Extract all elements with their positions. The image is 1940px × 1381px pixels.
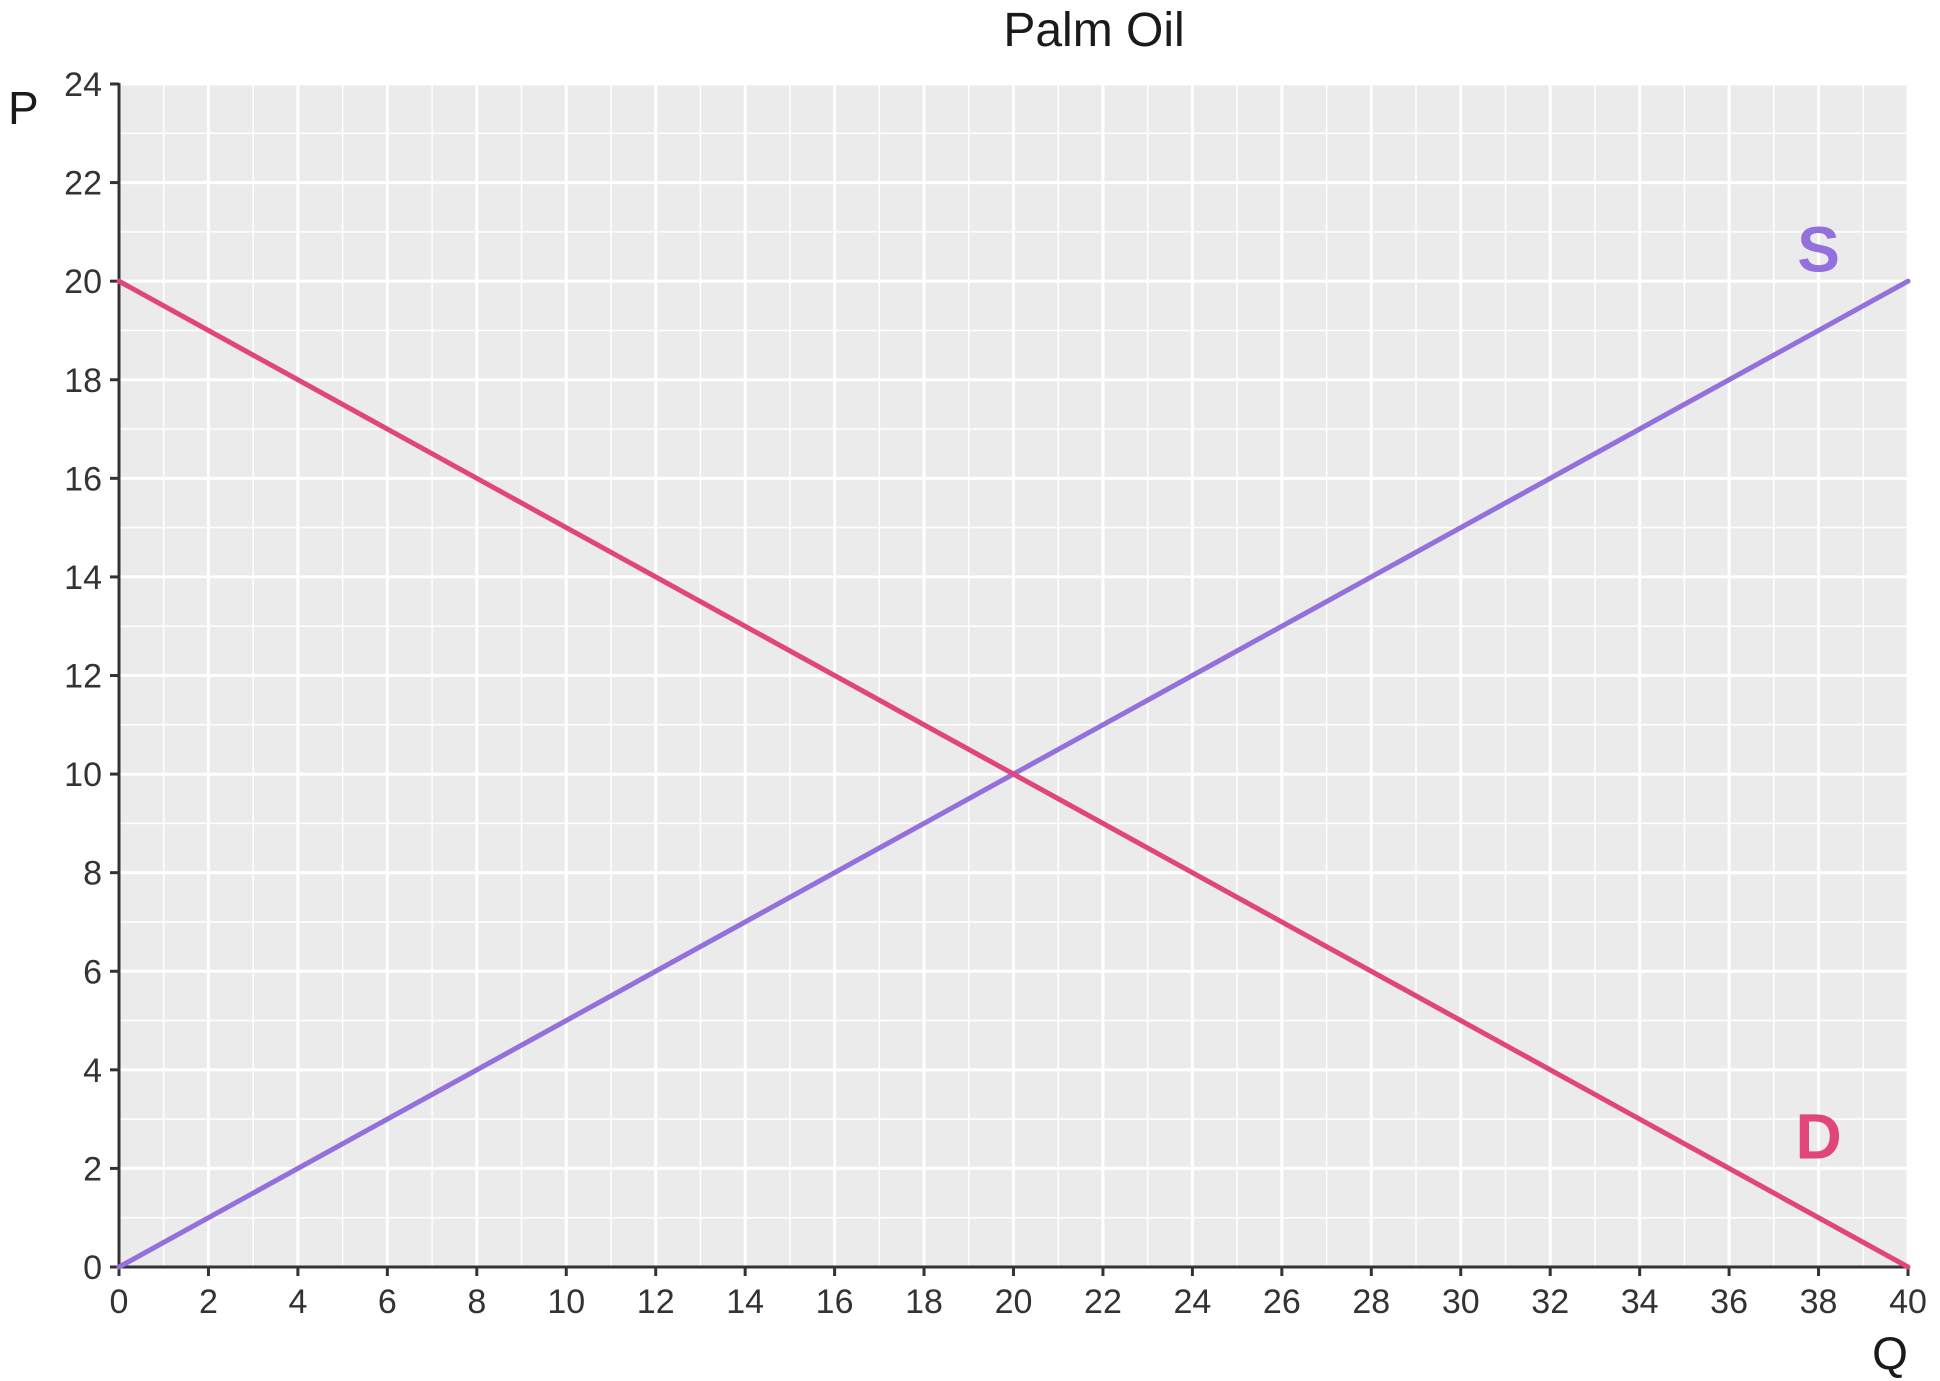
y-tick-label: 6 xyxy=(83,953,102,991)
x-tick-label: 28 xyxy=(1352,1283,1390,1321)
x-tick-label: 40 xyxy=(1889,1283,1927,1321)
x-tick-label: 24 xyxy=(1173,1283,1211,1321)
x-axis-ticks: 0 2 4 6 8 10 12 14 16 18 20 22 24 26 28 30 32 34 36 38 40 xyxy=(110,1267,1927,1321)
y-tick-label: 16 xyxy=(64,460,102,498)
x-tick-label: 12 xyxy=(637,1283,675,1321)
y-tick-label: 24 xyxy=(64,66,102,104)
x-tick-label: 0 xyxy=(110,1283,129,1321)
x-tick-label: 8 xyxy=(467,1283,486,1321)
series-line-d xyxy=(116,278,1911,1270)
x-axis-label: Q xyxy=(1872,1327,1908,1379)
y-tick-label: 12 xyxy=(64,658,102,696)
y-tick-label: 0 xyxy=(83,1249,102,1287)
y-tick-label: 4 xyxy=(83,1052,102,1090)
series-label-d: D xyxy=(1795,1101,1841,1173)
grid-lines xyxy=(117,82,1910,1269)
y-tick-label: 2 xyxy=(83,1150,102,1188)
y-tick-label: 10 xyxy=(64,756,102,794)
y-tick-label: 22 xyxy=(64,165,102,203)
y-tick-label: 20 xyxy=(64,263,102,301)
x-tick-label: 26 xyxy=(1263,1283,1301,1321)
x-tick-label: 38 xyxy=(1800,1283,1838,1321)
x-tick-label: 22 xyxy=(1084,1283,1122,1321)
series-labels: SD xyxy=(1795,213,1841,1172)
series-lines xyxy=(116,278,1911,1270)
x-tick-label: 2 xyxy=(199,1283,218,1321)
y-tick-label: 8 xyxy=(83,855,102,893)
x-tick-label: 34 xyxy=(1621,1283,1659,1321)
y-axis-label: P xyxy=(8,82,39,134)
x-tick-label: 16 xyxy=(816,1283,854,1321)
y-tick-label: 14 xyxy=(64,559,102,597)
x-tick-label: 30 xyxy=(1442,1283,1480,1321)
x-tick-label: 4 xyxy=(288,1283,307,1321)
chart-title: Palm Oil xyxy=(1003,4,1184,57)
x-tick-label: 14 xyxy=(726,1283,764,1321)
x-tick-label: 36 xyxy=(1710,1283,1748,1321)
series-label-s: S xyxy=(1797,213,1840,285)
x-tick-label: 20 xyxy=(995,1283,1033,1321)
y-tick-label: 18 xyxy=(64,362,102,400)
x-tick-label: 10 xyxy=(547,1283,585,1321)
x-tick-label: 6 xyxy=(378,1283,397,1321)
x-tick-label: 18 xyxy=(905,1283,943,1321)
x-tick-label: 32 xyxy=(1531,1283,1569,1321)
